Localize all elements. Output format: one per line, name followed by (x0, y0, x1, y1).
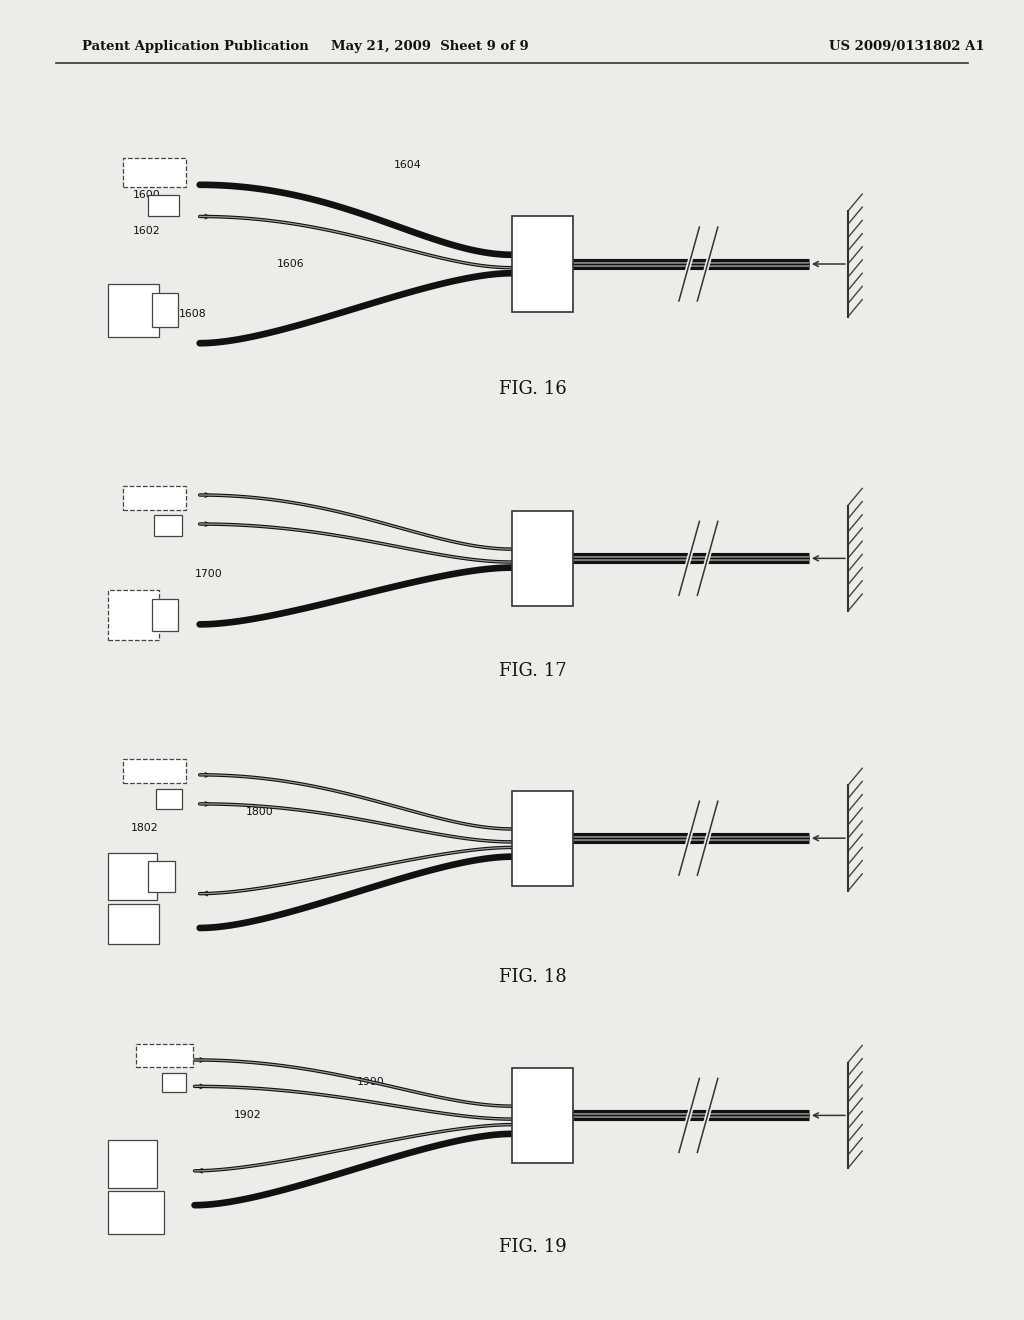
Bar (162, 1073, 186, 1092)
Text: 1604: 1604 (394, 160, 422, 170)
Text: 1802: 1802 (131, 822, 159, 833)
Bar (156, 789, 182, 809)
Text: 1800: 1800 (246, 807, 273, 817)
Text: FIG. 19: FIG. 19 (499, 1238, 566, 1257)
Text: 1606: 1606 (276, 259, 304, 269)
Bar (148, 195, 179, 216)
Bar (154, 515, 182, 536)
Text: FIG. 18: FIG. 18 (499, 968, 566, 986)
Text: May 21, 2009  Sheet 9 of 9: May 21, 2009 Sheet 9 of 9 (331, 40, 529, 53)
Bar (123, 486, 186, 510)
Bar (108, 853, 157, 900)
Bar (108, 904, 159, 944)
Bar (152, 293, 178, 327)
Bar (512, 1068, 573, 1163)
Bar (136, 1044, 193, 1067)
Bar (123, 158, 186, 187)
Bar (512, 791, 573, 886)
Bar (148, 861, 175, 892)
Bar (108, 284, 159, 337)
Bar (152, 599, 178, 631)
Text: 1602: 1602 (133, 226, 161, 236)
Bar (512, 216, 573, 312)
Text: 1900: 1900 (356, 1077, 384, 1088)
Text: 1700: 1700 (195, 569, 222, 579)
Text: US 2009/0131802 A1: US 2009/0131802 A1 (829, 40, 985, 53)
Text: 1902: 1902 (233, 1110, 261, 1121)
Bar (108, 590, 159, 640)
Text: 1608: 1608 (179, 309, 207, 319)
Text: 1804: 1804 (131, 857, 159, 867)
Text: 1600: 1600 (133, 190, 161, 201)
Bar (123, 759, 186, 783)
Text: Patent Application Publication: Patent Application Publication (82, 40, 308, 53)
Bar (108, 1191, 164, 1234)
Bar (108, 1140, 157, 1188)
Text: FIG. 16: FIG. 16 (499, 380, 566, 399)
Text: FIG. 17: FIG. 17 (499, 661, 566, 680)
Bar (512, 511, 573, 606)
